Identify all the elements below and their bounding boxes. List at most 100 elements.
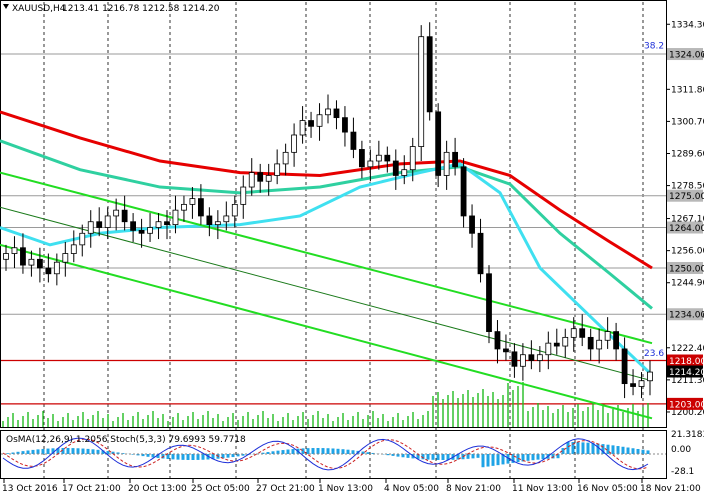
candle-body-63 (536, 354, 543, 361)
candle-body-74 (630, 383, 636, 387)
osma-bar-94 (471, 454, 475, 459)
candle-body-9 (79, 232, 86, 246)
chevron-down-icon (3, 4, 9, 9)
osma-bar-36 (181, 454, 185, 460)
candle-body-23 (197, 198, 204, 217)
candle-body-52 (443, 151, 450, 176)
candle-body-5 (45, 267, 52, 275)
x-tick-label-1: 17 Oct 21:00 (62, 484, 121, 494)
osma-bar-58 (291, 449, 295, 454)
osma-bar-79 (396, 454, 400, 457)
indicator-header: OsMA(12,26,9) 1.2056 Stoch(5,3,3) 79.699… (6, 435, 246, 445)
candle-body-44 (375, 154, 382, 162)
osma-bar-46 (231, 454, 235, 458)
level-tag-bg-4 (667, 308, 703, 321)
x-tick-label-3: 25 Oct 05:00 (191, 484, 250, 494)
candle-body-61 (519, 354, 526, 367)
osma-bar-57 (286, 449, 290, 454)
candle-body-6 (53, 261, 60, 275)
level-tag-bg-1 (667, 189, 703, 202)
y-tick-label-6: 1267.10 (671, 215, 704, 225)
osma-bar-74 (371, 452, 375, 454)
osma-bar-127 (636, 448, 640, 454)
symbol-label: XAUUSD,H4 (12, 4, 66, 14)
y-tick-label-2: 1311.80 (671, 85, 704, 95)
osma-bar-69 (346, 449, 350, 454)
osma-bar-35 (176, 454, 180, 460)
candle-body-21 (181, 203, 187, 211)
x-tick-label-10: 18 Nov 21:00 (640, 484, 701, 494)
osma-bar-20 (101, 450, 105, 454)
osma-bar-33 (166, 454, 170, 459)
ema-144-line (0, 139, 653, 310)
ohlc-values: 1213.41 1216.78 1212.58 1214.20 (62, 4, 220, 14)
osma-bar-73 (366, 452, 370, 454)
osma-bar-13 (66, 448, 70, 454)
channel-upper-line (0, 171, 653, 345)
osma-bar-100 (501, 454, 505, 465)
osma-bar-9 (46, 448, 50, 454)
candle-body-39 (333, 108, 340, 119)
candle-body-41 (350, 131, 357, 150)
candle-body-70 (596, 339, 603, 350)
osma-bar-53 (266, 451, 270, 454)
x-tick-label-7: 8 Nov 21:00 (446, 484, 501, 494)
osma-bar-108 (541, 454, 545, 460)
osma-bar-11 (56, 448, 60, 454)
osma-bar-31 (156, 454, 160, 459)
level-tag-bg-0 (667, 48, 703, 61)
osma-bar-48 (241, 454, 245, 456)
osma-bar-118 (591, 443, 595, 454)
osma-bar-78 (391, 454, 395, 456)
osma-bar-39 (196, 454, 200, 460)
candle-body-1 (11, 247, 18, 254)
y-tick-label-8: 1244.90 (671, 279, 704, 289)
candle-body-45 (384, 154, 391, 162)
osma-bar-97 (486, 454, 490, 467)
osma-bar-95 (476, 454, 480, 458)
osma-bar-16 (81, 448, 85, 454)
candle-body-72 (613, 331, 620, 350)
indicator-pane-border (0, 430, 667, 479)
osma-bar-22 (111, 451, 115, 454)
candle-body-26 (223, 215, 230, 223)
osma-bar-70 (351, 450, 355, 454)
stochastic-lines (2, 437, 649, 471)
channel-lower-line (0, 243, 653, 420)
osma-bar-37 (186, 454, 190, 460)
osma-bar-84 (421, 454, 425, 460)
y-tick-label-11: 1211.30 (671, 376, 704, 386)
osma-bar-28 (141, 454, 145, 457)
osma-bar-96 (481, 454, 485, 468)
osma-bar-72 (361, 451, 365, 454)
osma-bar-117 (586, 442, 590, 454)
osma-bar-114 (571, 442, 575, 454)
osma-bar-38 (191, 454, 195, 460)
osma-bar-62 (311, 448, 315, 454)
level-tag-7: 1203.00 (669, 400, 704, 410)
candle-body-38 (325, 108, 331, 116)
candle-body-8 (70, 244, 77, 254)
osma-bar-6 (31, 449, 35, 454)
candle-body-31 (265, 175, 272, 182)
level-tag-3: 1250.00 (669, 264, 704, 274)
osma-bar-42 (211, 454, 215, 460)
candle-body-48 (409, 146, 416, 171)
y-tick-label-7: 1256.00 (671, 247, 704, 257)
x-tick-label-8: 11 Nov 13:00 (512, 484, 573, 494)
candle-body-25 (214, 221, 221, 226)
candle-body-18 (155, 221, 162, 228)
fib-label-0: 38.2 (644, 41, 664, 51)
candle-body-28 (240, 186, 247, 205)
osma-bar-12 (61, 448, 65, 454)
osma-bar-80 (401, 454, 405, 458)
level-tag-4: 1234.00 (669, 311, 704, 321)
osma-bar-125 (626, 447, 630, 454)
osma-bar-61 (306, 448, 310, 454)
osma-bar-98 (491, 454, 495, 466)
osma-bar-10 (51, 448, 55, 454)
price-levels: 38.2 23.6 (1, 41, 666, 405)
ema-200-line (0, 110, 653, 270)
main-pane-border (0, 0, 667, 428)
